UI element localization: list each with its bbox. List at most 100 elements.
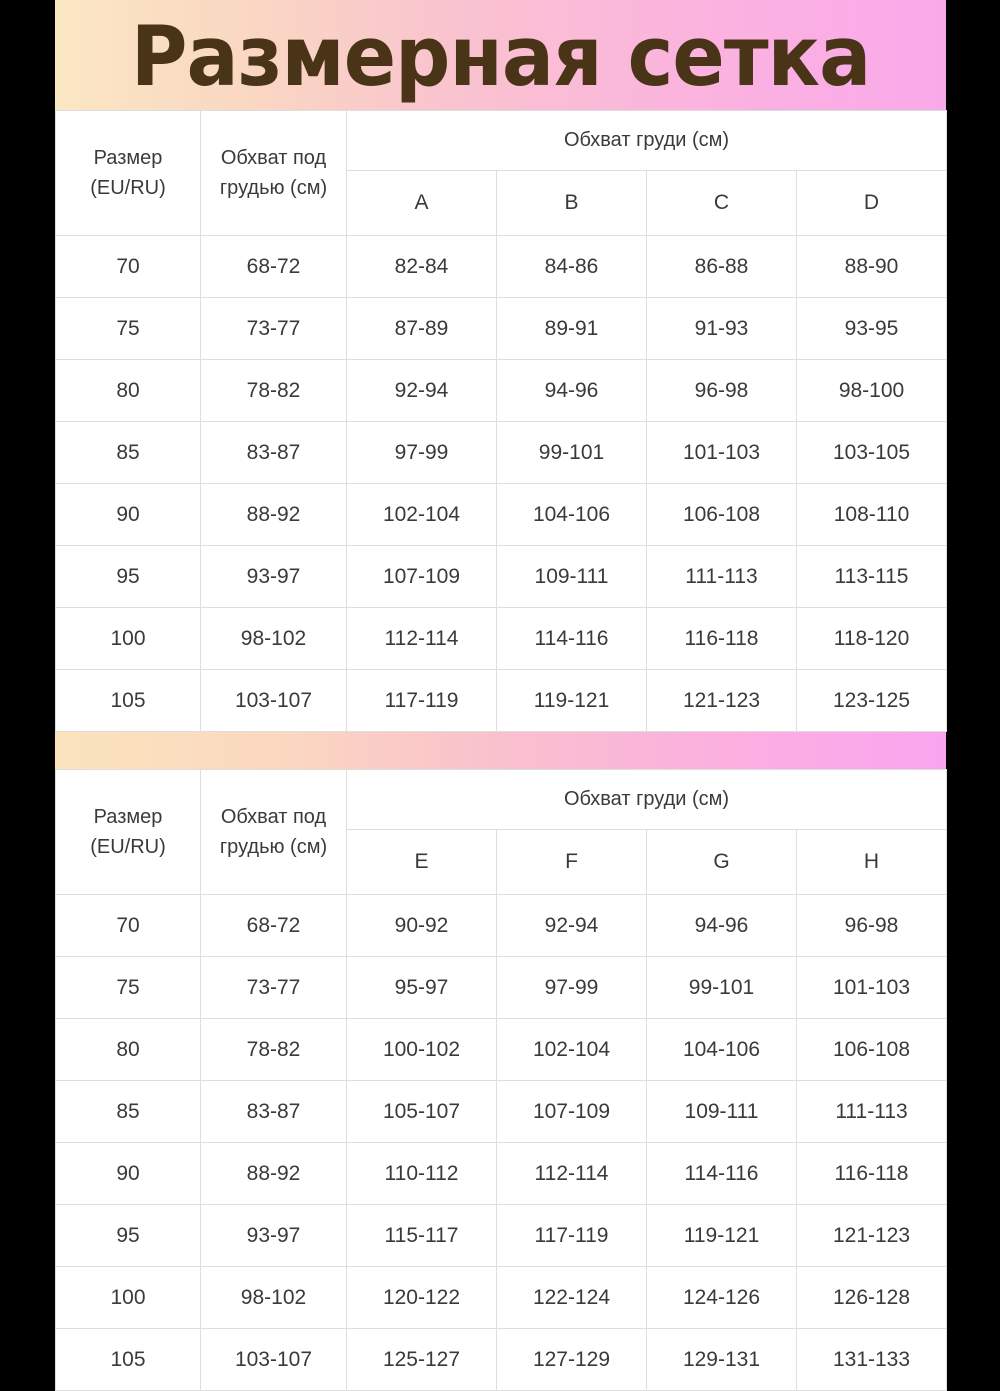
table-row: 70 68-72 82-84 84-86 86-88 88-90 (55, 235, 948, 298)
cell-underbust: 103-107 (200, 669, 347, 732)
cell-underbust: 78-82 (200, 1018, 347, 1081)
table-row: 75 73-77 95-97 97-99 99-101 101-103 (55, 956, 948, 1019)
cell-cup-d: 108-110 (795, 483, 948, 546)
cell-cup-h: 96-98 (795, 894, 948, 957)
cell-underbust: 93-97 (200, 1204, 347, 1267)
cell-cup-h: 131-133 (795, 1328, 948, 1391)
cell-cup-a: 102-104 (346, 483, 497, 546)
cell-size: 75 (55, 956, 201, 1019)
table-header: Размер (EU/RU) Обхват под грудью (см) Об… (55, 110, 948, 236)
cell-underbust: 93-97 (200, 545, 347, 608)
header-size-line1: Размер (93, 147, 163, 169)
cell-underbust: 68-72 (200, 894, 347, 957)
cell-underbust: 83-87 (200, 1080, 347, 1143)
cell-cup-e: 120-122 (346, 1266, 497, 1329)
table-body: 70 68-72 82-84 84-86 86-88 88-90 75 73-7… (55, 235, 948, 732)
table-row: 90 88-92 110-112 112-114 114-116 116-118 (55, 1142, 948, 1205)
cell-cup-e: 110-112 (346, 1142, 497, 1205)
header-cup-f: F (496, 829, 647, 895)
header-underbust-line2: грудью (см) (219, 177, 328, 199)
gradient-divider (55, 732, 946, 769)
cell-cup-h: 106-108 (795, 1018, 948, 1081)
header-cup-b: B (496, 170, 647, 236)
cell-cup-h: 111-113 (795, 1080, 948, 1143)
cell-cup-c: 96-98 (646, 359, 797, 422)
cell-cup-b: 84-86 (496, 235, 647, 298)
cell-cup-b: 104-106 (496, 483, 647, 546)
table-row: 80 78-82 100-102 102-104 104-106 106-108 (55, 1018, 948, 1081)
cell-cup-f: 117-119 (496, 1204, 647, 1267)
cell-cup-a: 92-94 (346, 359, 497, 422)
header-cup-a: A (346, 170, 497, 236)
cell-cup-f: 107-109 (496, 1080, 647, 1143)
cell-underbust: 88-92 (200, 483, 347, 546)
header-underbust-line2: грудью (см) (219, 836, 328, 858)
cell-cup-h: 116-118 (795, 1142, 948, 1205)
cell-size: 105 (55, 669, 201, 732)
cell-cup-f: 127-129 (496, 1328, 647, 1391)
cell-size: 90 (55, 483, 201, 546)
table-row: 95 93-97 107-109 109-111 111-113 113-115 (55, 545, 948, 608)
header-size-line2: (EU/RU) (90, 177, 166, 199)
cell-cup-b: 94-96 (496, 359, 647, 422)
table-header: Размер (EU/RU) Обхват под грудью (см) Об… (55, 769, 948, 895)
cell-cup-c: 86-88 (646, 235, 797, 298)
cell-size: 75 (55, 297, 201, 360)
cell-cup-f: 92-94 (496, 894, 647, 957)
cell-cup-d: 103-105 (795, 421, 948, 484)
cell-cup-g: 114-116 (646, 1142, 797, 1205)
cell-cup-g: 99-101 (646, 956, 797, 1019)
cell-cup-c: 106-108 (646, 483, 797, 546)
cell-size: 70 (55, 235, 201, 298)
cell-underbust: 88-92 (200, 1142, 347, 1205)
cell-cup-e: 100-102 (346, 1018, 497, 1081)
cell-cup-f: 122-124 (496, 1266, 647, 1329)
cell-cup-d: 123-125 (795, 669, 948, 732)
table-row: 85 83-87 97-99 99-101 101-103 103-105 (55, 421, 948, 484)
header-underbust: Обхват под грудью (см) (200, 769, 347, 895)
cell-underbust: 73-77 (200, 956, 347, 1019)
cell-size: 95 (55, 545, 201, 608)
cell-cup-e: 90-92 (346, 894, 497, 957)
cell-underbust: 78-82 (200, 359, 347, 422)
cell-size: 90 (55, 1142, 201, 1205)
table-row: 100 98-102 120-122 122-124 124-126 126-1… (55, 1266, 948, 1329)
cell-cup-g: 119-121 (646, 1204, 797, 1267)
cell-size: 70 (55, 894, 201, 957)
cell-cup-d: 98-100 (795, 359, 948, 422)
header-underbust-line1: Обхват под (220, 147, 327, 169)
header-size: Размер (EU/RU) (55, 769, 201, 895)
header-row-cups: E F G H (56, 829, 948, 895)
cell-cup-h: 101-103 (795, 956, 948, 1019)
cell-cup-b: 119-121 (496, 669, 647, 732)
content-column: Размерная сетка Размер (EU/RU) Обхват по… (55, 0, 948, 1391)
cell-cup-a: 107-109 (346, 545, 497, 608)
header-cup-g: G (646, 829, 797, 895)
table-row: 85 83-87 105-107 107-109 109-111 111-113 (55, 1080, 948, 1143)
header-row-group: Размер (EU/RU) Обхват под грудью (см) Об… (55, 110, 948, 236)
cell-cup-b: 99-101 (496, 421, 647, 484)
header-underbust-line1: Обхват под (220, 806, 327, 828)
cell-size: 85 (55, 421, 201, 484)
table-row: 90 88-92 102-104 104-106 106-108 108-110 (55, 483, 948, 546)
cell-size: 100 (55, 1266, 201, 1329)
header-size-line2: (EU/RU) (90, 836, 166, 858)
cell-cup-f: 112-114 (496, 1142, 647, 1205)
cell-cup-a: 87-89 (346, 297, 497, 360)
header-size-line1: Размер (93, 806, 163, 828)
cell-size: 80 (55, 1018, 201, 1081)
table-row: 75 73-77 87-89 89-91 91-93 93-95 (55, 297, 948, 360)
page-title: Размерная сетка (130, 7, 871, 105)
header-size: Размер (EU/RU) (55, 110, 201, 236)
cell-cup-h: 126-128 (795, 1266, 948, 1329)
header-row-group: Размер (EU/RU) Обхват под грудью (см) Об… (55, 769, 948, 895)
cell-cup-a: 97-99 (346, 421, 497, 484)
cell-underbust: 103-107 (200, 1328, 347, 1391)
cell-cup-c: 121-123 (646, 669, 797, 732)
cell-underbust: 68-72 (200, 235, 347, 298)
header-cup-e: E (346, 829, 497, 895)
cell-cup-g: 109-111 (646, 1080, 797, 1143)
cell-cup-a: 112-114 (346, 607, 497, 670)
table-row: 70 68-72 90-92 92-94 94-96 96-98 (55, 894, 948, 957)
header-cup-c: C (646, 170, 797, 236)
